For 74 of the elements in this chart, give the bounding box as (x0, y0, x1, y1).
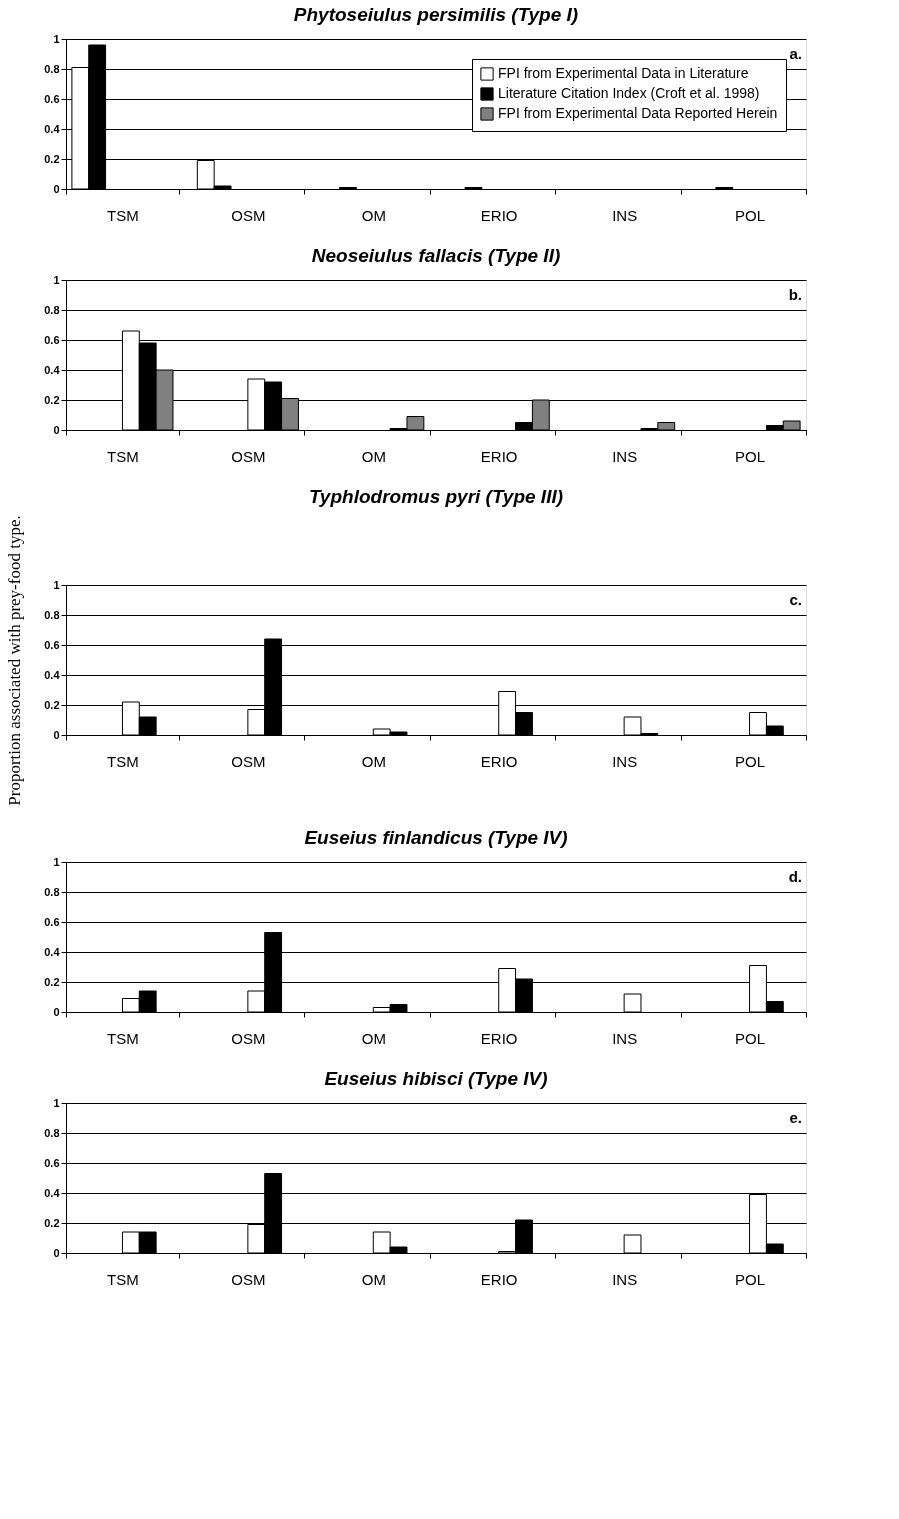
x-tick-label: ERIO (480, 447, 518, 465)
x-tick-label: POL (735, 752, 766, 770)
y-tick-label: 0.4 (44, 363, 61, 376)
x-tick-label: TSM (107, 1270, 139, 1288)
y-tick-label: 1 (53, 578, 60, 591)
x-tick-label: POL (735, 447, 766, 465)
annotation: b. (788, 286, 802, 303)
y-tick-label: 0.4 (44, 668, 61, 681)
y-tick-label: 0.6 (44, 638, 60, 651)
y-tick-label: 0 (53, 1005, 60, 1018)
y-tick-label: 0.6 (44, 1156, 60, 1169)
x-tick-label: OM (361, 447, 386, 465)
chart-title: Typhlodromus pyri (Type III) (308, 485, 564, 507)
x-tick-label: OM (361, 752, 386, 770)
x-tick-label: ERIO (480, 752, 518, 770)
y-tick-label: 0.8 (44, 62, 60, 75)
x-tick-label: OM (361, 1270, 386, 1288)
legend-label: FPI from Experimental Data in Literature (498, 65, 749, 81)
y-tick-label: 0.4 (44, 945, 61, 958)
annotation: a. (789, 45, 802, 62)
x-tick-label: INS (612, 447, 638, 465)
y-tick-label: 0.8 (44, 608, 60, 621)
y-tick-label: 0 (53, 728, 60, 741)
chart-title: Euseius finlandicus (Type IV) (304, 827, 568, 848)
x-tick-label: POL (735, 206, 766, 224)
x-tick-label: TSM (107, 1029, 139, 1047)
y-axis-title: Proportion associated with prey-food type. (5, 515, 25, 806)
x-tick-label: OSM (231, 447, 266, 465)
x-tick-label: POL (735, 1270, 766, 1288)
x-tick-label: INS (612, 206, 638, 224)
y-tick-label: 0.4 (44, 1186, 61, 1199)
y-tick-label: 0.4 (44, 122, 61, 135)
x-tick-label: ERIO (480, 206, 518, 224)
y-tick-label: 0.2 (44, 698, 60, 711)
y-tick-label: 1 (53, 273, 60, 286)
chart-title: Neoseiulus fallacis (Type II) (311, 245, 561, 266)
y-tick-label: 0 (53, 1246, 60, 1259)
chart-title: Euseius hibisci (Type IV) (324, 1068, 548, 1089)
y-tick-label: 0.8 (44, 1126, 60, 1139)
x-tick-label: TSM (107, 206, 139, 224)
x-tick-label: ERIO (480, 1270, 518, 1288)
x-tick-label: INS (612, 1029, 638, 1047)
y-tick-label: 0.6 (44, 333, 60, 346)
x-tick-label: OM (361, 1029, 386, 1047)
y-tick-label: 0.8 (44, 885, 60, 898)
y-tick-label: 0.6 (44, 915, 60, 928)
legend-label: Literature Citation Index (Croft et al. 1998) (498, 85, 760, 101)
legend-label: FPI from Experimental Data Reported Herein (498, 105, 778, 121)
annotation: d. (788, 868, 802, 885)
x-tick-label: INS (612, 752, 638, 770)
y-tick-label: 0.2 (44, 152, 60, 165)
x-tick-label: INS (612, 1270, 638, 1288)
y-tick-label: 0 (53, 423, 60, 436)
y-tick-label: 1 (53, 855, 60, 868)
y-tick-label: 0.2 (44, 975, 60, 988)
x-tick-label: OM (361, 206, 386, 224)
y-tick-label: 0 (53, 182, 60, 195)
x-tick-label: ERIO (480, 1029, 518, 1047)
y-tick-label: 0.2 (44, 1216, 60, 1229)
x-tick-label: TSM (107, 752, 139, 770)
chart-title: Phytoseiulus persimilis (Type I) (293, 4, 579, 25)
y-tick-label: 1 (53, 1096, 60, 1109)
x-tick-label: OSM (231, 1029, 266, 1047)
x-tick-label: POL (735, 1029, 766, 1047)
x-tick-label: OSM (231, 752, 266, 770)
y-tick-label: 0.2 (44, 393, 60, 406)
x-tick-label: OSM (231, 206, 266, 224)
x-tick-label: OSM (231, 1270, 266, 1288)
annotation: e. (789, 1109, 802, 1126)
annotation: c. (789, 591, 802, 608)
y-tick-label: 0.8 (44, 303, 60, 316)
x-tick-label: TSM (107, 447, 139, 465)
y-tick-label: 1 (53, 32, 60, 45)
y-tick-label: 0.6 (44, 92, 60, 105)
